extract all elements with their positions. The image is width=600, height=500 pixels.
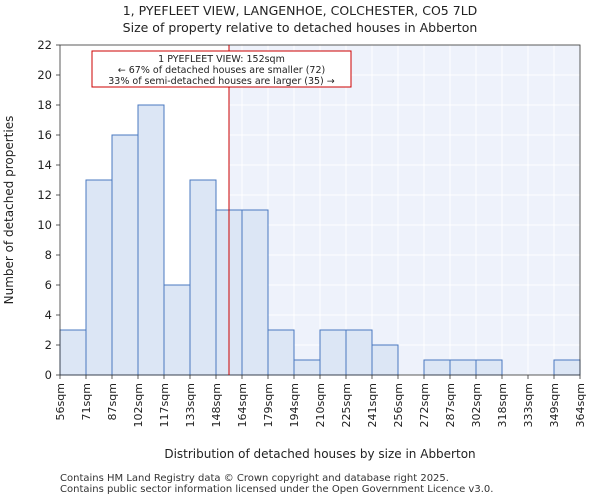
x-tick-label: 56sqm — [54, 383, 67, 420]
x-tick-label: 164sqm — [236, 383, 249, 427]
histogram-bar — [163, 284, 191, 376]
larger-region-shade — [229, 45, 580, 375]
x-axis-label: Distribution of detached houses by size … — [164, 447, 475, 461]
x-tick-label: 210sqm — [314, 383, 327, 427]
histogram-bar — [475, 359, 503, 376]
x-tick-label: 287sqm — [444, 383, 457, 427]
x-tick-label: 71sqm — [80, 383, 93, 420]
footer-copyright: Contains HM Land Registry data © Crown c… — [60, 473, 449, 484]
y-tick-label: 18 — [37, 98, 52, 112]
y-tick-label: 4 — [45, 308, 52, 322]
histogram-bar — [449, 359, 477, 376]
annotation-line-1: 1 PYEFLEET VIEW: 152sqm — [158, 54, 285, 65]
chart-subtitle: Size of property relative to detached ho… — [122, 20, 478, 35]
histogram-bar — [345, 329, 373, 376]
x-tick-label: 102sqm — [132, 383, 145, 427]
histogram-bar — [85, 179, 113, 376]
x-tick-label: 364sqm — [574, 383, 587, 427]
y-tick-label: 20 — [37, 68, 52, 82]
y-tick-label: 12 — [37, 188, 52, 202]
y-axis-label: Number of detached properties — [2, 116, 16, 305]
y-tick-label: 14 — [37, 158, 52, 172]
y-tick-label: 10 — [37, 218, 52, 232]
y-axis-ticks: 0 2 4 6 8 10 12 14 16 18 20 22 — [37, 38, 60, 382]
y-tick-label: 22 — [37, 38, 52, 52]
y-tick-label: 2 — [45, 338, 52, 352]
histogram-bar — [293, 359, 321, 376]
histogram-bar — [371, 344, 399, 376]
annotation-box: 1 PYEFLEET VIEW: 152sqm ← 67% of detache… — [91, 50, 352, 88]
annotation-line-2: ← 67% of detached houses are smaller (72… — [118, 65, 325, 76]
x-axis-ticks: 56sqm 71sqm 87sqm 102sqm 117sqm 133sqm 148sqm 1… — [54, 375, 587, 427]
histogram-bar — [267, 329, 295, 376]
y-tick-label: 16 — [37, 128, 52, 142]
histogram-bar — [59, 329, 87, 376]
histogram-bar — [319, 329, 347, 376]
histogram-bar — [137, 104, 165, 376]
y-tick-label: 0 — [45, 368, 52, 382]
x-tick-label: 318sqm — [496, 383, 509, 427]
histogram-bar — [423, 359, 451, 376]
x-tick-label: 133sqm — [184, 383, 197, 427]
x-tick-label: 87sqm — [106, 383, 119, 420]
x-tick-label: 333sqm — [522, 383, 535, 427]
x-tick-label: 194sqm — [288, 383, 301, 427]
histogram-bar — [553, 359, 581, 376]
x-tick-label: 148sqm — [210, 383, 223, 427]
x-tick-label: 225sqm — [340, 383, 353, 427]
x-tick-label: 256sqm — [392, 383, 405, 427]
x-tick-label: 241sqm — [366, 383, 379, 427]
x-tick-label: 117sqm — [158, 383, 171, 427]
footer-licence: Contains public sector information licen… — [60, 484, 494, 495]
x-tick-label: 302sqm — [470, 383, 483, 427]
y-tick-label: 8 — [45, 248, 52, 262]
histogram-bar — [241, 209, 269, 376]
x-tick-label: 179sqm — [262, 383, 275, 427]
bars — [59, 104, 581, 376]
chart-title: 1, PYEFLEET VIEW, LANGENHOE, COLCHESTER,… — [122, 3, 478, 18]
annotation-line-3: 33% of semi-detached houses are larger (… — [108, 76, 335, 87]
histogram-bar — [111, 134, 139, 376]
x-tick-label: 349sqm — [548, 383, 561, 427]
annotation-frame — [91, 50, 352, 88]
histogram-bar — [189, 179, 217, 376]
y-tick-label: 6 — [45, 278, 52, 292]
x-tick-label: 272sqm — [418, 383, 431, 427]
